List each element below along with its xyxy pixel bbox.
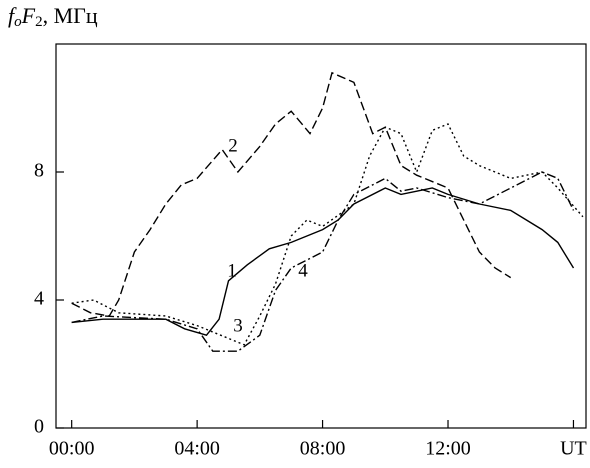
data-line: [71, 123, 584, 346]
y-tick-label: 0: [34, 416, 44, 438]
data-line: [71, 71, 512, 317]
x-tick-label: 00:00: [49, 438, 95, 460]
series-label: 2: [228, 135, 238, 156]
series-label: 3: [233, 315, 243, 336]
y-label-part: o: [14, 14, 22, 30]
series-label: 1: [227, 260, 237, 281]
x-tick-label: UT: [560, 438, 587, 460]
y-label-part: f: [8, 3, 17, 28]
x-tick-label: 04:00: [174, 438, 220, 460]
y-tick-label: 8: [34, 160, 44, 182]
plot-frame: [55, 43, 587, 429]
y-tick-label: 4: [34, 288, 44, 310]
data-line: [71, 187, 575, 337]
x-tick-label: 08:00: [300, 438, 346, 460]
y-axis-label: foF2, МГц: [8, 3, 98, 30]
series-label: 4: [298, 260, 308, 281]
x-tick-label: 12:00: [425, 438, 471, 460]
data-line: [71, 171, 575, 352]
y-label-part: 2: [35, 14, 43, 30]
y-label-part: F: [21, 3, 36, 28]
y-label-part: , МГц: [43, 3, 98, 28]
